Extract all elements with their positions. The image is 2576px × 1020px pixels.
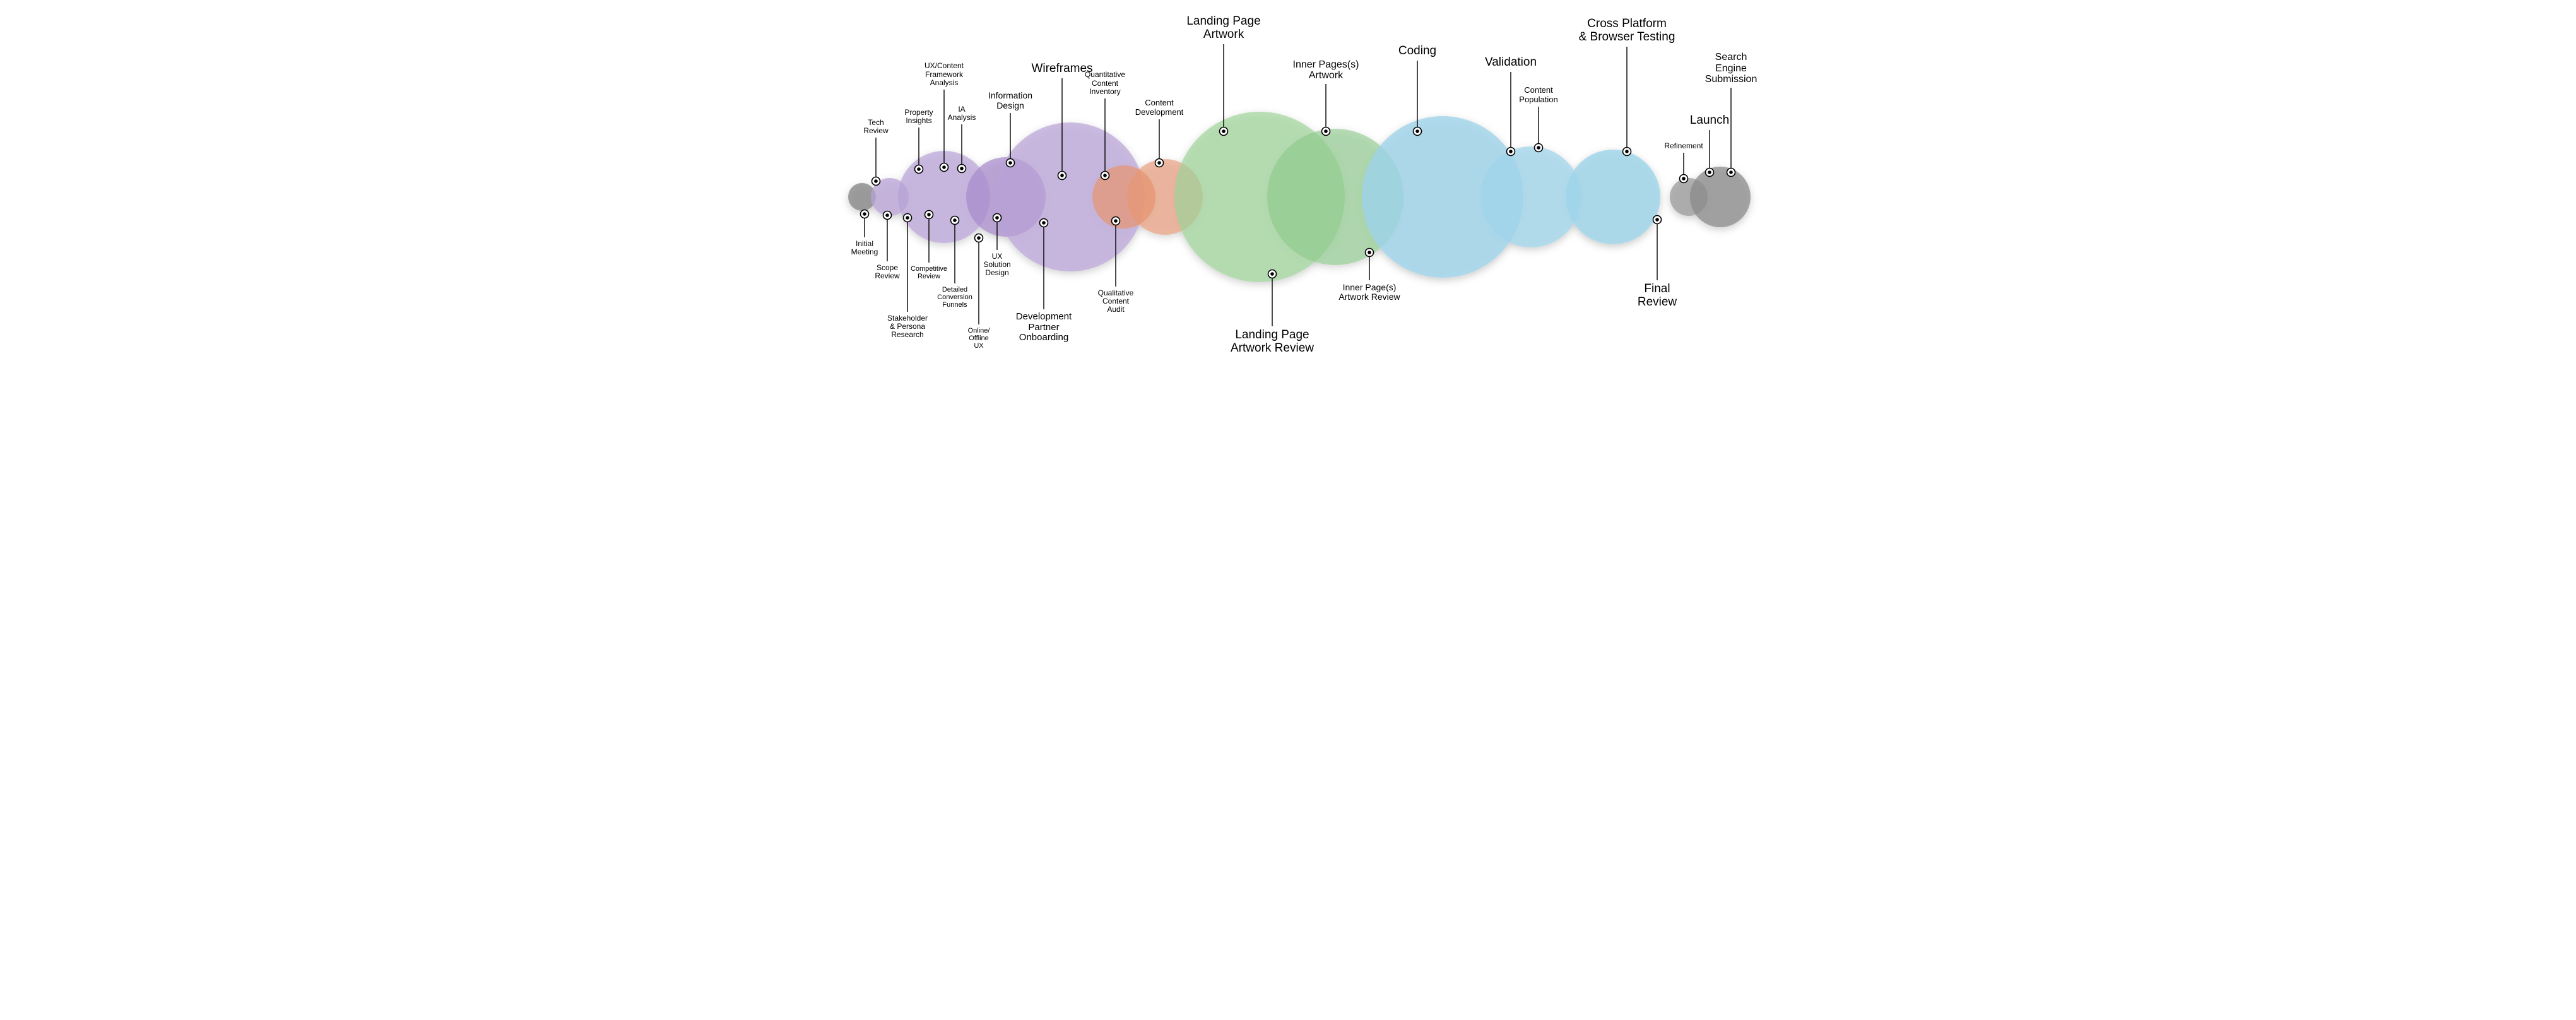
label-cross-platform-testing: Cross Platform & Browser Testing [1579, 18, 1675, 44]
label-landing-page-artwork: Landing Page Artwork [1186, 15, 1260, 42]
label-qual-content-audit: Qualitative Content Audit [1098, 289, 1134, 314]
dot-ux-solution-design [993, 214, 1001, 222]
label-content-development: Content Development [1135, 98, 1184, 117]
dot-online-offline-ux [975, 234, 983, 242]
dot-launch [1706, 169, 1714, 177]
timeline-svg [805, 0, 1771, 382]
label-wireframes: Wireframes [1031, 62, 1092, 76]
label-initial-meeting: Initial Meeting [851, 240, 878, 256]
dot-scope-review [883, 211, 892, 220]
dot-landing-artwork-review [1268, 270, 1277, 278]
label-property-insights: Property Insights [904, 109, 933, 125]
label-inner-artwork-review: Inner Page(s) Artwork Review [1338, 283, 1400, 302]
label-ia-analysis: IA Analysis [948, 105, 976, 122]
label-ux-solution-design: UX Solution Design [983, 252, 1010, 278]
label-stakeholder-research: Stakeholder & Persona Research [887, 314, 928, 340]
label-inner-pages-artwork: Inner Pages(s) Artwork [1293, 59, 1359, 81]
dot-cross-platform-testing [1623, 148, 1631, 156]
dot-property-insights [915, 165, 923, 174]
dot-competitive-review [925, 211, 933, 219]
label-validation: Validation [1485, 56, 1537, 69]
dot-detailed-funnels [951, 216, 959, 225]
dot-wireframes [1058, 172, 1066, 180]
dot-landing-page-artwork [1220, 128, 1228, 136]
dot-dev-partner-onboarding [1040, 219, 1048, 227]
label-scope-review: Scope Review [875, 264, 899, 280]
dot-ux-content-framework [940, 163, 948, 172]
dot-content-population [1535, 144, 1543, 152]
label-landing-artwork-review: Landing Page Artwork Review [1231, 329, 1314, 355]
label-refinement: Refinement [1664, 142, 1703, 150]
dot-inner-artwork-review [1366, 249, 1374, 257]
timeline-diagram: Tech Review Property Insights UX/Content F… [805, 0, 1771, 382]
dot-quant-content-inv [1101, 172, 1109, 180]
dot-initial-meeting [861, 210, 869, 218]
label-detailed-funnels: Detailed Conversion Funnels [937, 286, 972, 309]
dot-refinement [1680, 175, 1688, 183]
bubble-13 [1690, 167, 1751, 227]
dot-coding [1414, 128, 1422, 136]
dot-final-review [1653, 216, 1662, 224]
label-dev-partner-onboarding: Development Partner Onboarding [1016, 312, 1072, 343]
dot-stakeholder-research [904, 214, 912, 222]
dot-ia-analysis [958, 165, 966, 173]
dot-information-design [1007, 159, 1015, 167]
label-coding: Coding [1398, 45, 1436, 58]
label-final-review: Final Review [1638, 283, 1677, 309]
dot-content-development [1155, 159, 1164, 167]
label-launch: Launch [1690, 114, 1729, 128]
dot-qual-content-audit [1112, 217, 1120, 225]
label-search-engine-sub: Search Engine Submission [1705, 52, 1758, 85]
label-tech-review: Tech Review [863, 119, 888, 135]
label-quant-content-inv: Quantitative Content Inventory [1085, 71, 1125, 96]
label-information-design: Information Design [988, 91, 1032, 110]
dot-validation [1507, 148, 1515, 156]
dot-search-engine-sub [1727, 169, 1735, 177]
dot-inner-pages-artwork [1322, 128, 1330, 136]
label-content-population: Content Population [1519, 86, 1557, 104]
label-online-offline-ux: Online/ Offline UX [968, 327, 990, 350]
label-competitive-review: Competitive Review [911, 265, 947, 280]
dot-tech-review [872, 177, 880, 186]
label-ux-content-framework: UX/Content Framework Analysis [925, 62, 964, 87]
